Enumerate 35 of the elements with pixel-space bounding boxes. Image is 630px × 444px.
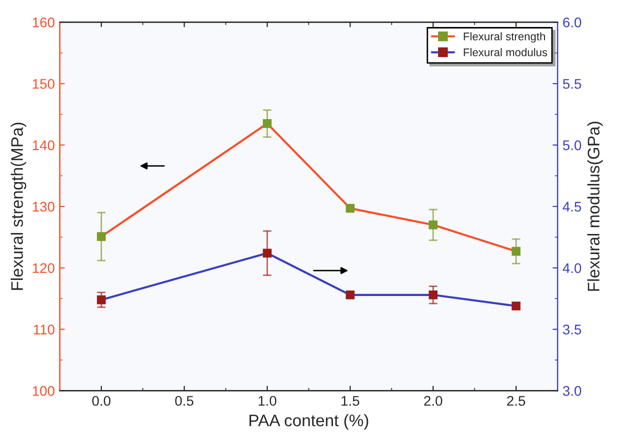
point xyxy=(262,119,272,128)
y-axis-title: Flexural strength(MPa) xyxy=(10,122,26,290)
y2-tick-label: 5.5 xyxy=(562,79,582,89)
point xyxy=(262,248,272,258)
x-tick-label: 2.0 xyxy=(424,396,442,406)
y-tick-label: 110 xyxy=(34,324,54,334)
x-tick-label: 1.5 xyxy=(342,396,360,406)
point xyxy=(346,204,355,213)
y-tick-label: 150 xyxy=(32,78,54,89)
x-tick-label: 1.0 xyxy=(258,396,276,406)
y2-tick-label: 3.0 xyxy=(562,386,582,396)
point xyxy=(346,290,355,300)
x-tick-label: 2.5 xyxy=(507,396,526,406)
legend-label: Flexural strength xyxy=(464,32,545,43)
point xyxy=(428,290,438,300)
y2-tick-label: 6.0 xyxy=(563,18,582,28)
y2-tick-label: 5.0 xyxy=(562,140,582,150)
y2-tick-label: 4.0 xyxy=(562,263,582,274)
y-tick-label: 100 xyxy=(32,386,54,396)
point xyxy=(96,295,106,304)
y-tick-label: 160 xyxy=(32,18,54,28)
y2-tick-label: 4.5 xyxy=(562,202,582,212)
legend-label: Flexural modulus xyxy=(464,48,548,56)
y-tick-label: 140 xyxy=(32,140,54,150)
y2-axis-title: Flexural modulus(GPa) xyxy=(587,122,603,291)
x-tick-label: 0.0 xyxy=(92,396,110,406)
y-tick-label: 120 xyxy=(32,263,54,274)
point xyxy=(428,220,438,230)
y2-tick-label: 3.5 xyxy=(562,324,582,334)
point xyxy=(96,232,106,241)
point xyxy=(512,302,520,310)
x-tick-label: 0.5 xyxy=(175,396,194,406)
point xyxy=(512,246,520,256)
x-axis-title: PAA content (%) xyxy=(250,414,368,430)
y-tick-label: 130 xyxy=(32,202,54,212)
